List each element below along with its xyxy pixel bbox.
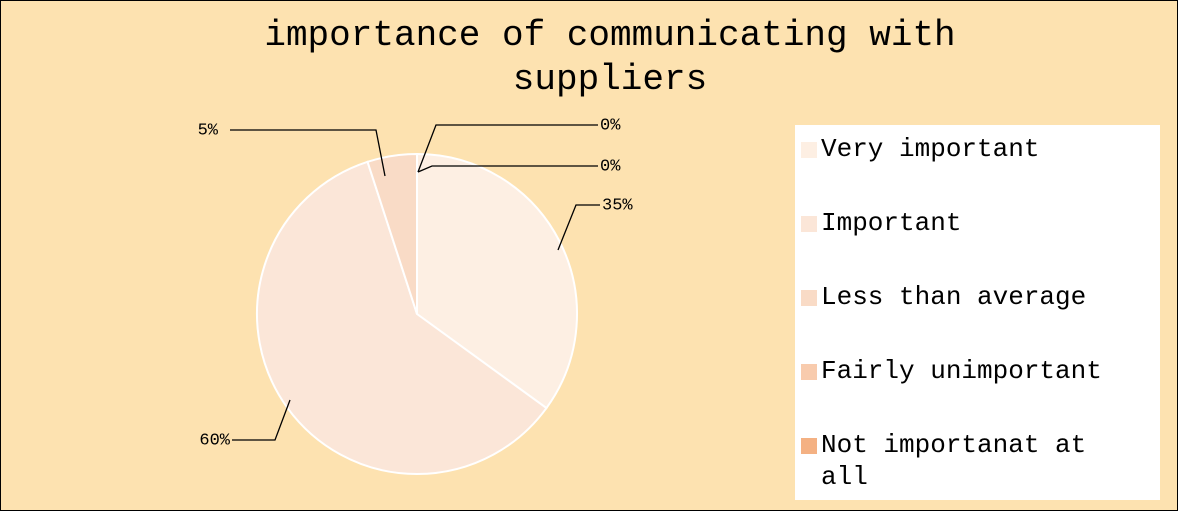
legend-entry: Less than average [801,281,1160,355]
legend-label: Fairly unimportant [821,356,1102,386]
legend-swatch [801,438,817,454]
legend-label: Important [821,208,962,238]
legend-label: Very important [821,134,1040,164]
data-label: 0% [600,157,621,176]
leader-line [557,204,600,251]
leader-line [417,165,598,173]
pie-slice [416,152,578,410]
legend-entry: Very important [801,133,1160,207]
legend-entry: Not importanat at all [801,429,1160,503]
data-label: 0% [600,116,621,135]
legend-swatch [801,142,817,158]
legend-swatch [801,290,817,306]
chart-title: importance of communicating with supplie… [264,15,956,100]
data-label: 60% [199,431,230,450]
leader-line [230,129,386,177]
data-label: 35% [602,196,633,215]
legend: Very important Important Less than average… [795,125,1160,500]
legend-label: Not importanat at all [821,430,1087,492]
leader-line [417,124,598,173]
legend-swatch [801,364,817,380]
data-label: 5% [198,121,219,140]
legend-label: Less than average [821,282,1087,312]
legend-swatch [801,216,817,232]
leader-line [232,399,291,441]
legend-entry: Important [801,207,1160,281]
legend-entry: Fairly unimportant [801,355,1160,429]
